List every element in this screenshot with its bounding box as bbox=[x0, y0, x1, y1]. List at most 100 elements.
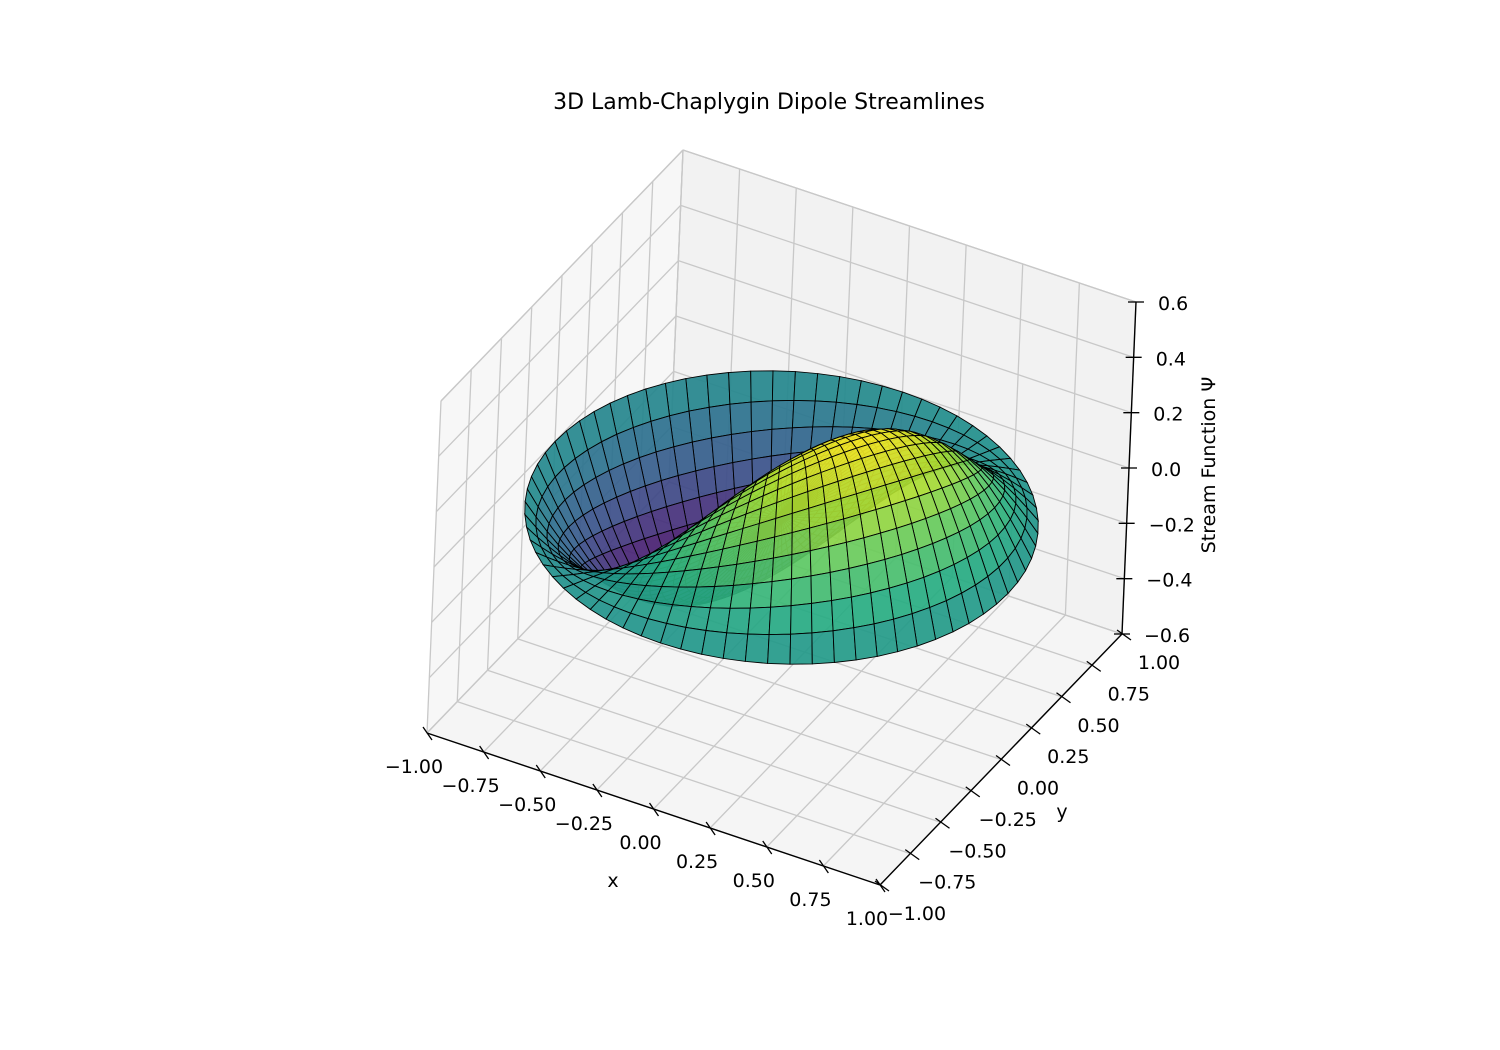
surface-patch bbox=[843, 513, 865, 543]
surface-patch bbox=[771, 370, 796, 402]
surface-patch bbox=[729, 583, 754, 609]
y-axis-label: y bbox=[1056, 801, 1067, 823]
surface-patch bbox=[790, 575, 812, 607]
y-tick bbox=[1056, 692, 1071, 704]
pane-edge bbox=[440, 149, 684, 402]
pane-edge bbox=[682, 149, 1137, 303]
surface-patch bbox=[726, 607, 751, 635]
y-tick bbox=[874, 880, 890, 892]
surface-patch bbox=[730, 431, 753, 464]
surface-patch bbox=[809, 522, 830, 552]
x-tick-label: 0.50 bbox=[733, 870, 775, 892]
x-tick bbox=[479, 745, 490, 760]
surface-patch bbox=[770, 427, 793, 457]
surface-patch bbox=[711, 433, 734, 468]
surface-patch bbox=[749, 581, 773, 609]
surface-patch bbox=[772, 532, 793, 559]
y-tick-label: 0.00 bbox=[1017, 778, 1059, 800]
surface-patch bbox=[789, 632, 813, 665]
x-tick bbox=[422, 726, 433, 741]
surface-patch bbox=[866, 558, 890, 594]
x-tick-label: 1.00 bbox=[846, 908, 888, 930]
surface-patch bbox=[873, 618, 899, 657]
y-tick-label: 0.50 bbox=[1077, 715, 1119, 737]
y-tick-label: 1.00 bbox=[1138, 652, 1180, 674]
y-tick bbox=[1025, 723, 1041, 735]
surface-patch bbox=[826, 518, 847, 548]
surface-patch bbox=[850, 592, 875, 629]
grid-z-back bbox=[680, 204, 1134, 358]
y-tick-label: 0.25 bbox=[1047, 746, 1089, 768]
y-tick bbox=[935, 817, 950, 829]
z-tick-label: −0.4 bbox=[1146, 570, 1192, 592]
surface-patch bbox=[811, 600, 834, 634]
surface-patch bbox=[708, 403, 732, 439]
surface-patch bbox=[812, 400, 837, 428]
chart-title: 3D Lamb-Chaplygin Dipole Streamlines bbox=[553, 90, 985, 115]
x-tick-label: 0.25 bbox=[676, 851, 718, 873]
surface-patch bbox=[722, 632, 749, 662]
z-axis-label: Stream Function Ψ bbox=[1198, 377, 1220, 554]
surface-patch bbox=[810, 571, 833, 604]
surface-patch bbox=[791, 550, 812, 580]
grid-y-floor bbox=[517, 638, 971, 792]
grid-z-left bbox=[438, 204, 682, 457]
surface-patch bbox=[832, 627, 857, 664]
surface-patch bbox=[729, 401, 752, 435]
z-tick-label: 0.2 bbox=[1153, 404, 1183, 426]
surface-patch bbox=[732, 560, 756, 586]
surface-patch bbox=[793, 371, 819, 402]
surface-patch bbox=[747, 606, 772, 636]
surface-patch bbox=[688, 406, 713, 443]
y-tick-label: −0.25 bbox=[979, 809, 1037, 831]
y-tick bbox=[904, 849, 920, 861]
x-axis-label: x bbox=[607, 870, 618, 892]
y-tick-label: 0.75 bbox=[1108, 683, 1150, 705]
surface-patch bbox=[770, 578, 793, 608]
x-tick bbox=[648, 802, 660, 817]
surface-patch bbox=[790, 602, 813, 635]
surface-patch bbox=[732, 458, 754, 489]
surface-patch bbox=[829, 567, 852, 602]
surface-patch bbox=[814, 373, 841, 403]
surface-patch bbox=[713, 462, 735, 494]
grid-z-back bbox=[678, 260, 1132, 414]
x-tick-label: −0.50 bbox=[498, 794, 556, 816]
y-tick-label: −0.75 bbox=[918, 872, 976, 894]
surface-patch bbox=[845, 537, 868, 569]
surface-mesh bbox=[524, 370, 1039, 665]
surface-patch bbox=[791, 527, 811, 556]
x-tick-label: −1.00 bbox=[385, 756, 443, 778]
z-tick-label: −0.2 bbox=[1149, 514, 1195, 536]
surface-patch bbox=[870, 587, 895, 625]
x-tick-label: −0.75 bbox=[441, 775, 499, 797]
x-tick bbox=[592, 783, 603, 798]
z-tick-label: 0.6 bbox=[1158, 293, 1188, 315]
surface-patch bbox=[791, 399, 816, 429]
y-tick bbox=[995, 754, 1011, 767]
z-tick-label: 0.0 bbox=[1151, 459, 1181, 481]
surface-patch bbox=[811, 630, 835, 665]
y-tick bbox=[1116, 629, 1132, 641]
surface-patch bbox=[750, 370, 774, 403]
grid-z-left bbox=[435, 260, 679, 513]
y-tick bbox=[1086, 660, 1102, 672]
surface-patch bbox=[706, 371, 731, 408]
surface-patch bbox=[809, 546, 831, 577]
surface-patch bbox=[771, 553, 793, 583]
surface-patch bbox=[744, 633, 770, 664]
surface-patch bbox=[728, 370, 752, 405]
surface-patch bbox=[685, 374, 710, 412]
z-tick-label: −0.6 bbox=[1144, 625, 1190, 647]
surface-patch bbox=[709, 584, 735, 609]
surface-patch bbox=[767, 633, 792, 665]
surface-patch bbox=[701, 630, 728, 659]
x-tick bbox=[818, 859, 829, 874]
z-tick-label: 0.4 bbox=[1156, 348, 1186, 370]
surface-patch bbox=[752, 557, 774, 585]
surface-patch bbox=[754, 536, 776, 562]
grid-y-floor bbox=[457, 701, 911, 855]
x-tick-label: 0.00 bbox=[619, 832, 661, 854]
